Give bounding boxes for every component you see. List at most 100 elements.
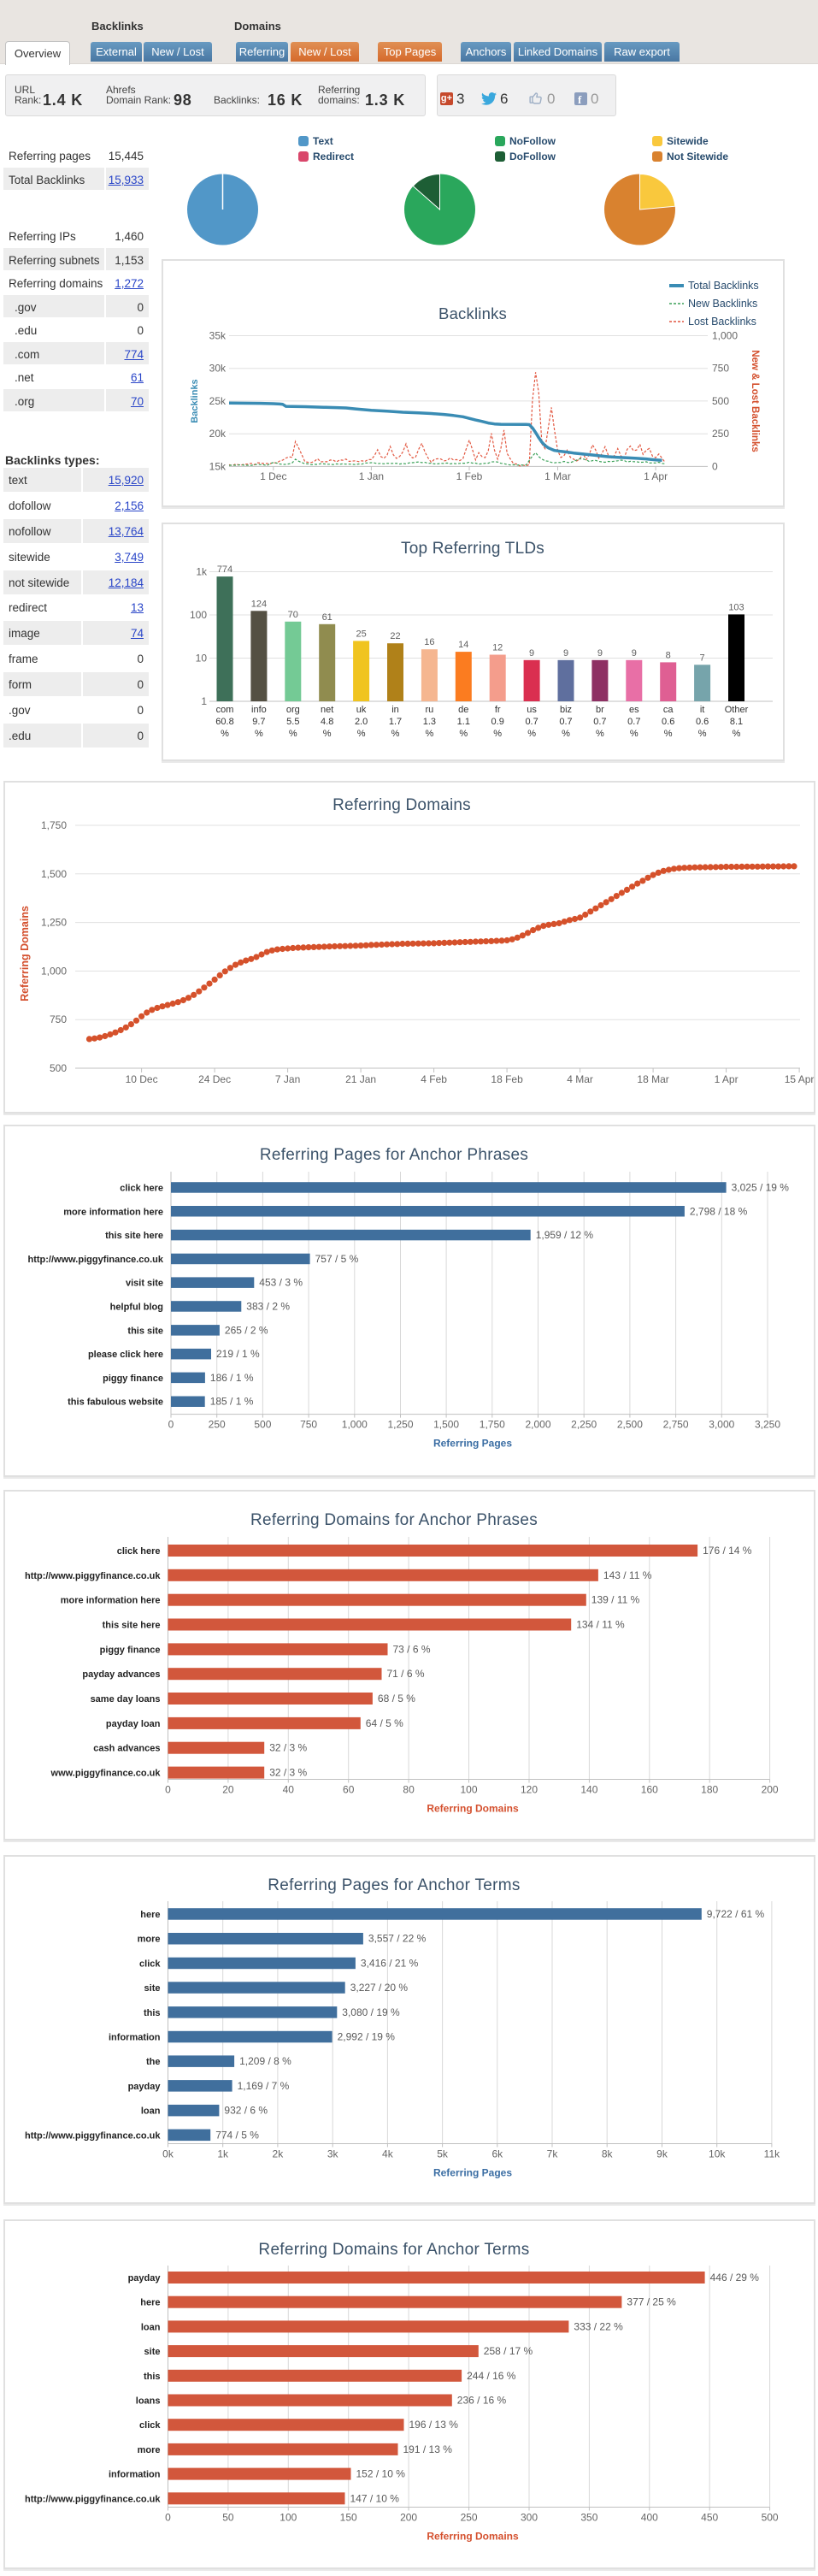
svg-text:64 / 5 %: 64 / 5 %	[366, 1717, 403, 1729]
svg-text:244 / 16 %: 244 / 16 %	[467, 2370, 516, 2382]
svg-text:please click here: please click here	[88, 1350, 163, 1360]
svg-text:180: 180	[701, 1784, 718, 1796]
svg-text:br: br	[596, 705, 604, 715]
svg-text:Backlinks: Backlinks	[438, 304, 507, 322]
svg-text:more: more	[138, 2445, 161, 2455]
svg-text:500: 500	[762, 2512, 779, 2524]
svg-text:5.5: 5.5	[286, 717, 299, 727]
svg-text:40: 40	[283, 1784, 295, 1796]
svg-text:loan: loan	[141, 2106, 161, 2117]
svg-text:0: 0	[165, 2512, 171, 2524]
svg-text:piggy finance: piggy finance	[103, 1374, 163, 1384]
svg-text:this site here: this site here	[105, 1231, 163, 1241]
svg-text:0: 0	[165, 1784, 171, 1796]
svg-text:0: 0	[712, 460, 718, 472]
svg-text:cash advances: cash advances	[93, 1744, 160, 1754]
svg-text:103: 103	[728, 602, 744, 612]
svg-text:info: info	[251, 705, 267, 715]
svg-text:more information here: more information here	[63, 1207, 163, 1217]
svg-text:%: %	[630, 729, 639, 739]
svg-text:50: 50	[222, 2512, 234, 2524]
svg-text:14: 14	[458, 640, 468, 650]
svg-text:http://www.piggyfinance.co.uk: http://www.piggyfinance.co.uk	[25, 1571, 161, 1581]
svg-text:Referring Domains: Referring Domains	[332, 796, 471, 814]
svg-text:%: %	[426, 729, 434, 739]
svg-text:%: %	[733, 729, 741, 739]
svg-text:0.7: 0.7	[559, 717, 572, 727]
svg-text:80: 80	[403, 1784, 415, 1796]
svg-text:60.8: 60.8	[215, 717, 233, 727]
svg-text:payday loan: payday loan	[106, 1719, 161, 1729]
svg-text:250: 250	[461, 2512, 478, 2524]
svg-text:20k: 20k	[209, 428, 227, 440]
svg-text:2k: 2k	[273, 2148, 285, 2160]
svg-text:biz: biz	[560, 705, 572, 715]
svg-text:same day loans: same day loans	[91, 1694, 161, 1705]
svg-text:9: 9	[597, 648, 603, 659]
svg-text:Referring Domains for Anchor T: Referring Domains for Anchor Terms	[258, 2241, 529, 2259]
svg-text:3,227 / 20 %: 3,227 / 20 %	[350, 1982, 409, 1994]
svg-text:7k: 7k	[547, 2148, 559, 2160]
svg-text:1 Jan: 1 Jan	[359, 470, 384, 482]
svg-text:in: in	[391, 705, 399, 715]
svg-text:fr: fr	[495, 705, 501, 715]
svg-text:http://www.piggyfinance.co.uk: http://www.piggyfinance.co.uk	[25, 2130, 161, 2141]
svg-text:net: net	[321, 705, 333, 715]
svg-text:1 Feb: 1 Feb	[456, 470, 483, 482]
svg-text:%: %	[596, 729, 604, 739]
svg-text:4.8: 4.8	[321, 717, 333, 727]
svg-text:160: 160	[641, 1784, 658, 1796]
svg-text:1,750: 1,750	[480, 1419, 505, 1431]
svg-text:com: com	[216, 705, 234, 715]
svg-text:25k: 25k	[209, 395, 227, 407]
svg-text:191 / 13 %: 191 / 13 %	[403, 2443, 453, 2455]
svg-text:this: this	[144, 2372, 161, 2382]
svg-text:185 / 1 %: 185 / 1 %	[210, 1396, 254, 1408]
svg-text:Referring Domains for Anchor P: Referring Domains for Anchor Phrases	[250, 1511, 538, 1529]
svg-text:350: 350	[580, 2512, 597, 2524]
svg-text:1,959 / 12 %: 1,959 / 12 %	[536, 1229, 594, 1241]
svg-text:18 Mar: 18 Mar	[637, 1073, 668, 1085]
svg-text:100: 100	[190, 609, 207, 621]
svg-text:265 / 2 %: 265 / 2 %	[225, 1324, 268, 1336]
svg-text:0.9: 0.9	[491, 717, 504, 727]
svg-text:10 Dec: 10 Dec	[126, 1073, 158, 1085]
svg-text:2,250: 2,250	[571, 1419, 597, 1431]
svg-text:information: information	[109, 2470, 161, 2480]
svg-text:Referring Domains: Referring Domains	[427, 1803, 519, 1815]
svg-text:1,169 / 7 %: 1,169 / 7 %	[238, 2080, 290, 2092]
svg-text:payday: payday	[128, 2273, 162, 2284]
svg-text:15 Apr: 15 Apr	[785, 1073, 815, 1085]
svg-text:2,798 / 18 %: 2,798 / 18 %	[690, 1205, 748, 1217]
svg-text:139 / 11 %: 139 / 11 %	[591, 1594, 640, 1606]
svg-text:68 / 5 %: 68 / 5 %	[378, 1693, 415, 1705]
svg-text:it: it	[700, 705, 705, 715]
svg-text:124: 124	[251, 599, 267, 609]
svg-text:1,500: 1,500	[433, 1419, 459, 1431]
svg-text:payday advances: payday advances	[82, 1669, 160, 1680]
svg-text:32 / 3 %: 32 / 3 %	[269, 1742, 307, 1754]
svg-text:us: us	[527, 705, 537, 715]
svg-text:774 / 5 %: 774 / 5 %	[215, 2129, 259, 2141]
svg-text:Lost Backlinks: Lost Backlinks	[688, 316, 756, 328]
svg-text:site: site	[144, 2347, 161, 2357]
svg-text:0.7: 0.7	[593, 717, 606, 727]
svg-text:%: %	[323, 729, 332, 739]
svg-text:3,416 / 21 %: 3,416 / 21 %	[361, 1957, 419, 1969]
svg-text:446 / 29 %: 446 / 29 %	[710, 2272, 760, 2284]
svg-text:176 / 14 %: 176 / 14 %	[703, 1545, 752, 1557]
svg-text:750: 750	[300, 1419, 317, 1431]
svg-text:%: %	[698, 729, 707, 739]
svg-text:3,080 / 19 %: 3,080 / 19 %	[342, 2006, 400, 2018]
svg-text:11k: 11k	[764, 2148, 780, 2160]
svg-text:60: 60	[343, 1784, 355, 1796]
svg-text:1.1: 1.1	[457, 717, 470, 727]
svg-text:196 / 13 %: 196 / 13 %	[409, 2419, 459, 2431]
svg-text:http://www.piggyfinance.co.uk: http://www.piggyfinance.co.uk	[25, 2494, 161, 2504]
svg-text:186 / 1 %: 186 / 1 %	[210, 1372, 254, 1384]
svg-text:click here: click here	[120, 1184, 163, 1194]
svg-text:%: %	[459, 729, 468, 739]
svg-text:8k: 8k	[602, 2148, 614, 2160]
svg-text:http://www.piggyfinance.co.uk: http://www.piggyfinance.co.uk	[28, 1255, 164, 1265]
svg-text:70: 70	[288, 610, 298, 620]
